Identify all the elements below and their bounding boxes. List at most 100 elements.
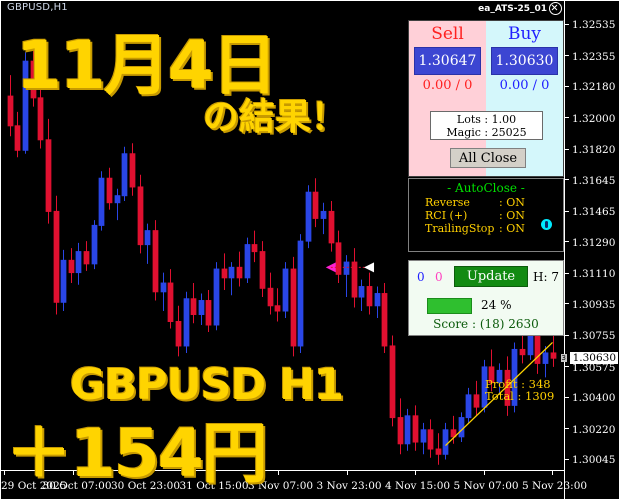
tick-mark [564,210,569,212]
trade-arrow-icon [364,262,375,273]
price-tick: 1.31290 [564,237,615,249]
autoclose-row-key: Reverse [425,196,470,209]
time-tick-mark [346,470,348,475]
price-tick: 1.32355 [564,51,615,63]
score-top-row: 0 0 Update H: 7 [409,266,563,291]
time-tick-label: 30 Oct 07:00 [42,480,112,492]
candle-body [381,293,388,347]
price-tick-label: 1.30045 [572,454,616,467]
candle-body [473,394,480,408]
candle-body [106,177,113,204]
overlay-result: の結果！ [203,97,348,138]
price-tick-label: 1.31465 [572,206,616,219]
current-price-tag: 3 [560,354,567,363]
candle-body [404,415,411,445]
candle-body [343,261,350,275]
time-tick-label: 3 Nov 23:00 [316,480,382,492]
lots-magic-box[interactable]: Lots : 1.00 Magic : 25025 [430,111,543,140]
autoclose-row[interactable]: TrailingStop : ON [425,222,563,235]
candle-body [183,298,190,347]
candle-body [83,251,90,265]
buy-price-button[interactable]: 1.30630 [490,47,559,75]
time-tick-label: 5 Nov 07:00 [453,480,519,492]
price-tick: 1.30935 [564,299,615,311]
candle-body [98,177,105,226]
overlay-date: 11月4日 [16,27,278,104]
price-tick-label: 1.31290 [572,236,616,249]
overlay-amount: ＋154円 [6,415,268,492]
candle-body [7,95,14,127]
price-tick-label: 1.31820 [572,144,616,157]
candle-body [251,244,258,253]
autoclose-row-value: : ON [499,222,525,235]
autoclose-panel: - AutoClose - Reverse: ON RCI (+): ON Trai… [408,178,564,252]
candle-body [228,266,235,279]
lots-label: Lots : 1.00 [456,112,517,126]
candle-body [129,153,136,188]
update-button[interactable]: Update [454,266,528,287]
candle-body [389,345,396,419]
price-tick: 1.30220 [564,424,615,436]
counter-a: 0 [417,270,425,284]
tick-mark [564,366,569,368]
time-tick-mark [415,470,416,475]
time-tick-mark [552,470,553,475]
price-tick-label: 1.30220 [572,423,616,436]
tick-mark [564,241,569,243]
autoclose-rows: Reverse : ON RCI (+): ON TrailingStop : ON [409,196,563,235]
overlay-pair: GBPUSD H1 [70,360,344,410]
candle-body [290,268,297,347]
candle-body [282,268,289,312]
candle-body [397,417,404,445]
candle-body [37,97,44,141]
profit-overlay: Profit : 348 Total : 1309 [485,378,554,402]
candle-body [358,286,365,298]
candle-body [121,153,128,197]
autoclose-row[interactable]: Reverse : ON [425,196,563,209]
time-tick-mark [483,470,485,475]
price-tick: 1.30755 [564,330,615,342]
candle-body [60,259,67,303]
tick-mark [564,55,569,57]
time-tick-label: 29 Oct 2025 [1,480,67,492]
candle-body [435,448,442,455]
candle-body [366,286,373,307]
candle-body [14,125,21,151]
price-tick-label: 1.32535 [572,19,616,32]
price-tick-label: 1.31110 [572,268,616,281]
close-circle-icon[interactable] [549,2,562,15]
time-tick-mark [72,470,74,475]
autoclose-row-key: RCI (+) [425,209,468,222]
time-axis: 29 Oct 2025 30 Oct 07:00 30 Oct 23:00 31 Oc… [0,470,587,500]
autoclose-row-key: TrailingStop [425,222,495,235]
price-tick-label: 1.30575 [572,361,616,374]
sell-pl-value: 0.00 / 0 [422,78,473,93]
all-close-button[interactable]: All Close [450,148,526,168]
trend-line [445,341,553,447]
progress-bar [427,298,472,314]
sell-title: Sell [431,24,464,44]
price-tick-label: 1.30935 [572,298,616,311]
candle-body [22,60,29,151]
score-line: Score : (18) 2630 [433,317,539,331]
progress-percent: 24 % [481,298,512,312]
ea-header: ea_ATS-25_01 [478,2,562,15]
candle-body [91,224,98,265]
symbol-label: GBPUSD,H1 [7,2,68,13]
price-tick: 1.32535 [564,19,615,31]
status-led-icon[interactable] [541,219,552,230]
candle-body [259,251,266,289]
candles-svg [7,45,557,465]
tick-mark [564,428,569,430]
candle-body [198,300,205,316]
sell-price-button[interactable]: 1.30647 [413,47,482,75]
candle-body [68,259,75,274]
price-tick: 1.31110 [564,268,615,280]
time-tick-mark [141,470,142,475]
autoclose-row[interactable]: RCI (+): ON [425,209,563,222]
ea-name-label: ea_ATS-25_01 [478,3,547,14]
autoclose-row-value: : ON [499,196,525,209]
candle-body [144,230,151,246]
candle-body [420,429,427,443]
candlestick-plot[interactable] [2,14,564,470]
